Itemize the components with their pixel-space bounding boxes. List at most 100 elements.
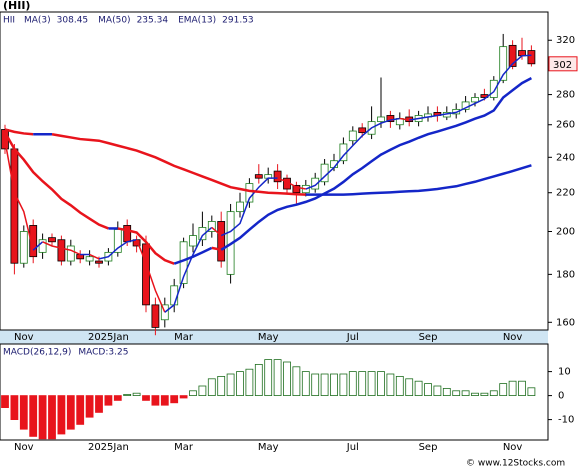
- ma-line: [305, 117, 400, 190]
- macd-bar: [433, 385, 442, 397]
- ma-line: [220, 177, 278, 237]
- candle-body: [236, 201, 244, 213]
- x-tick-label: Nov: [503, 442, 523, 453]
- macd-bar: [339, 373, 348, 397]
- macd-bar: [442, 387, 451, 396]
- candle-body: [95, 260, 103, 264]
- macd-bar: [414, 380, 423, 397]
- y-tick-label: 260: [556, 120, 575, 131]
- candle-body: [471, 97, 479, 103]
- x-tick-label: 2025Jan: [88, 442, 129, 453]
- candle-body: [123, 225, 132, 243]
- x-tick-label: Sep: [419, 332, 438, 343]
- macd-bar: [395, 375, 404, 396]
- macd-bar: [189, 390, 197, 396]
- y-tick-label: 180: [556, 269, 575, 280]
- macd-bar: [273, 359, 282, 397]
- candle-body: [151, 304, 160, 328]
- x-tick-label: Mar: [174, 332, 194, 343]
- legend-symbol: HII: [3, 16, 15, 26]
- macd-bar: [48, 395, 56, 440]
- ma-line: [117, 227, 175, 265]
- macd-bar: [499, 383, 508, 397]
- candle-body: [85, 256, 94, 262]
- macd-bar: [320, 373, 329, 397]
- macd-bar: [518, 380, 526, 397]
- candle-body: [245, 183, 254, 203]
- ma-line: [4, 128, 34, 136]
- x-tick-label: Nov: [14, 442, 34, 453]
- legend-value: 291.53: [222, 16, 254, 26]
- price-panel: [0, 11, 549, 331]
- x-tick-label: Nov: [14, 332, 34, 343]
- macd-bar: [480, 392, 489, 397]
- candle-body: [358, 127, 367, 134]
- last-price-label: 302: [553, 60, 572, 71]
- macd-bar: [85, 395, 94, 418]
- candle-body: [66, 245, 75, 262]
- candle-body: [292, 184, 301, 194]
- macd-bar: [264, 359, 273, 397]
- y-tick-label: 240: [556, 152, 575, 163]
- candle-body: [311, 177, 320, 190]
- ma-line: [164, 226, 213, 313]
- macd-bar: [207, 378, 216, 396]
- candle-body: [348, 130, 357, 142]
- y-tick-label: 0: [558, 391, 564, 402]
- macd-bar: [226, 373, 235, 397]
- x-tick-label: Mar: [174, 442, 194, 453]
- ma-line: [32, 241, 44, 251]
- legend-value: 235.34: [137, 16, 169, 26]
- candle-body: [48, 237, 56, 243]
- legend-name: MA(3): [24, 16, 51, 26]
- macd-bar: [57, 395, 66, 435]
- candle-body: [386, 115, 395, 123]
- macd-value: 3.25: [108, 348, 128, 358]
- candle-body: [189, 235, 197, 247]
- macd-bar: [348, 371, 357, 397]
- macd-bar: [471, 392, 479, 397]
- macd-bar: [113, 395, 122, 401]
- macd-bar: [123, 393, 132, 396]
- macd-bar: [292, 366, 301, 396]
- ma-line: [4, 140, 34, 251]
- ma-line: [51, 133, 306, 196]
- macd-bar: [151, 395, 160, 406]
- macd-bar: [66, 395, 75, 430]
- macd-bar: [10, 395, 19, 421]
- candle-body: [57, 239, 66, 262]
- candle-body: [207, 221, 216, 232]
- macd-bar: [508, 380, 517, 397]
- macd-bar: [198, 385, 207, 397]
- macd-bar: [424, 383, 432, 397]
- macd-bar: [236, 371, 244, 397]
- macd-bar: [527, 387, 536, 396]
- ma-line: [409, 54, 532, 121]
- x-tick-label: Jul: [346, 442, 359, 453]
- candle-body: [142, 243, 150, 306]
- macd-bar: [489, 390, 498, 396]
- macd-bar: [301, 371, 310, 397]
- macd-bar: [461, 390, 470, 396]
- candle-body: [273, 170, 282, 183]
- macd-bar: [1, 395, 9, 409]
- ma-line: [211, 226, 222, 237]
- macd-bar: [452, 390, 461, 396]
- candle-body: [527, 50, 536, 65]
- candle-body: [489, 79, 498, 98]
- macd-bar: [405, 378, 414, 396]
- macd-bar: [170, 395, 179, 404]
- legend-name: MA(50): [98, 16, 130, 26]
- y-tick-label: 320: [556, 35, 575, 46]
- ma-line: [135, 239, 166, 313]
- x-tick-label: Nov: [503, 332, 523, 343]
- macd-bar: [132, 392, 141, 397]
- candle-body: [499, 46, 508, 81]
- y-tick-label: 220: [556, 188, 575, 199]
- x-tick-label: May: [258, 332, 279, 343]
- y-tick-label: 10: [558, 367, 571, 378]
- y-tick-label: -10: [558, 415, 574, 426]
- ma-line: [399, 117, 410, 121]
- ma-line: [89, 253, 100, 260]
